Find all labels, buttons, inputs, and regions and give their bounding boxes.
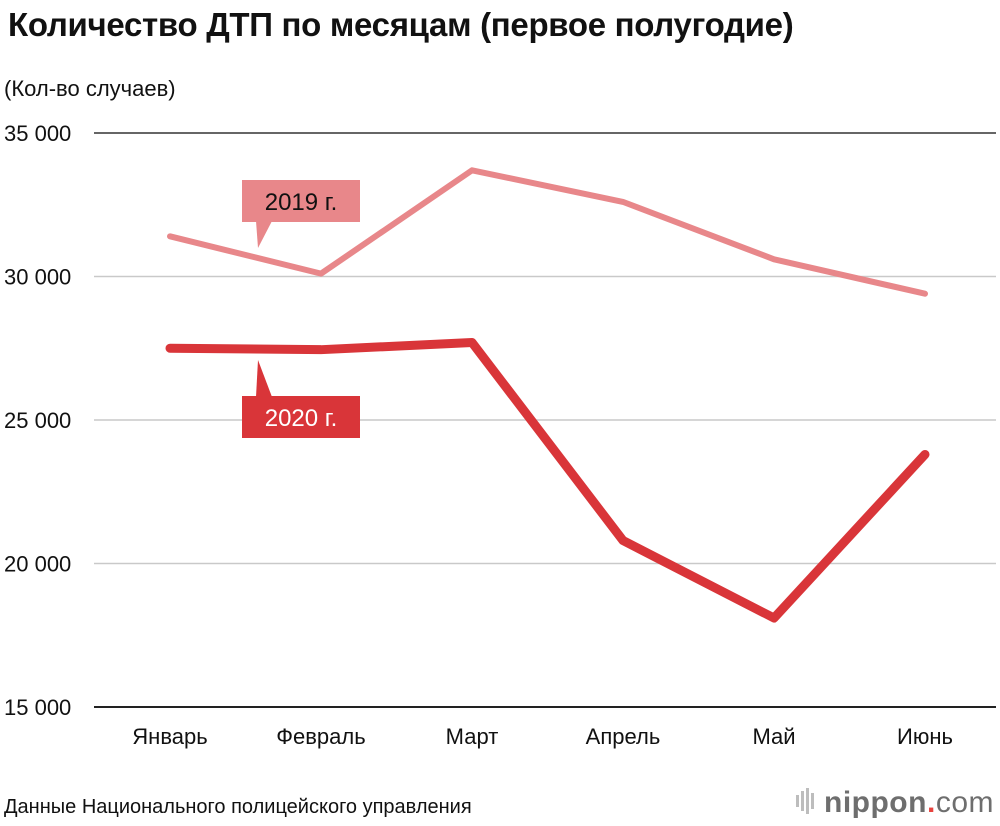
callout-label: 2019 г. <box>265 189 338 216</box>
x-tick-label: Март <box>446 724 499 749</box>
y-tick-label: 35 000 <box>4 121 71 146</box>
y-tick-label: 20 000 <box>4 552 71 577</box>
logo-name: nippon <box>824 786 927 819</box>
x-tick-label: Январь <box>132 724 207 749</box>
x-tick-labels: Январь Февраль Март Апрель Май Июнь <box>132 724 953 749</box>
nippon-mark-icon <box>796 788 814 815</box>
callout-box <box>242 180 360 222</box>
source-note: Данные Национального полицейского управл… <box>4 796 472 818</box>
chart-title: Количество ДТП по месяцам (первое полуго… <box>8 6 794 43</box>
y-tick-label: 15 000 <box>4 695 71 720</box>
nippon-logo: nippon.com <box>794 786 994 820</box>
callout-label: 2020 г. <box>265 405 338 432</box>
gridlines <box>94 132 996 708</box>
callout-box <box>242 396 360 438</box>
y-tick-label: 30 000 <box>4 265 71 290</box>
x-tick-label: Февраль <box>276 724 365 749</box>
callout-0: 2019 г. <box>242 180 360 248</box>
y-tick-label: 25 000 <box>4 408 71 433</box>
x-tick-label: Июнь <box>897 724 953 749</box>
y-tick-labels: 35 000 30 000 25 000 20 000 15 000 <box>4 121 71 720</box>
series-line-1 <box>165 338 930 623</box>
x-tick-label: Апрель <box>586 724 661 749</box>
y-axis-label: (Кол-во случаев) <box>4 76 176 101</box>
line-chart: 35 000 30 000 25 000 20 000 15 000 Январь Фев… <box>4 121 996 749</box>
callout-1: 2020 г. <box>242 360 360 438</box>
x-tick-label: Май <box>752 724 795 749</box>
series-callouts: 2019 г. 2020 г. <box>242 180 360 438</box>
logo-suffix: com <box>935 786 994 819</box>
logo-dot: . <box>926 786 936 819</box>
series-line-0 <box>167 167 928 297</box>
callout-pointer <box>256 221 272 248</box>
callout-pointer <box>256 360 272 397</box>
series-lines <box>165 167 930 623</box>
